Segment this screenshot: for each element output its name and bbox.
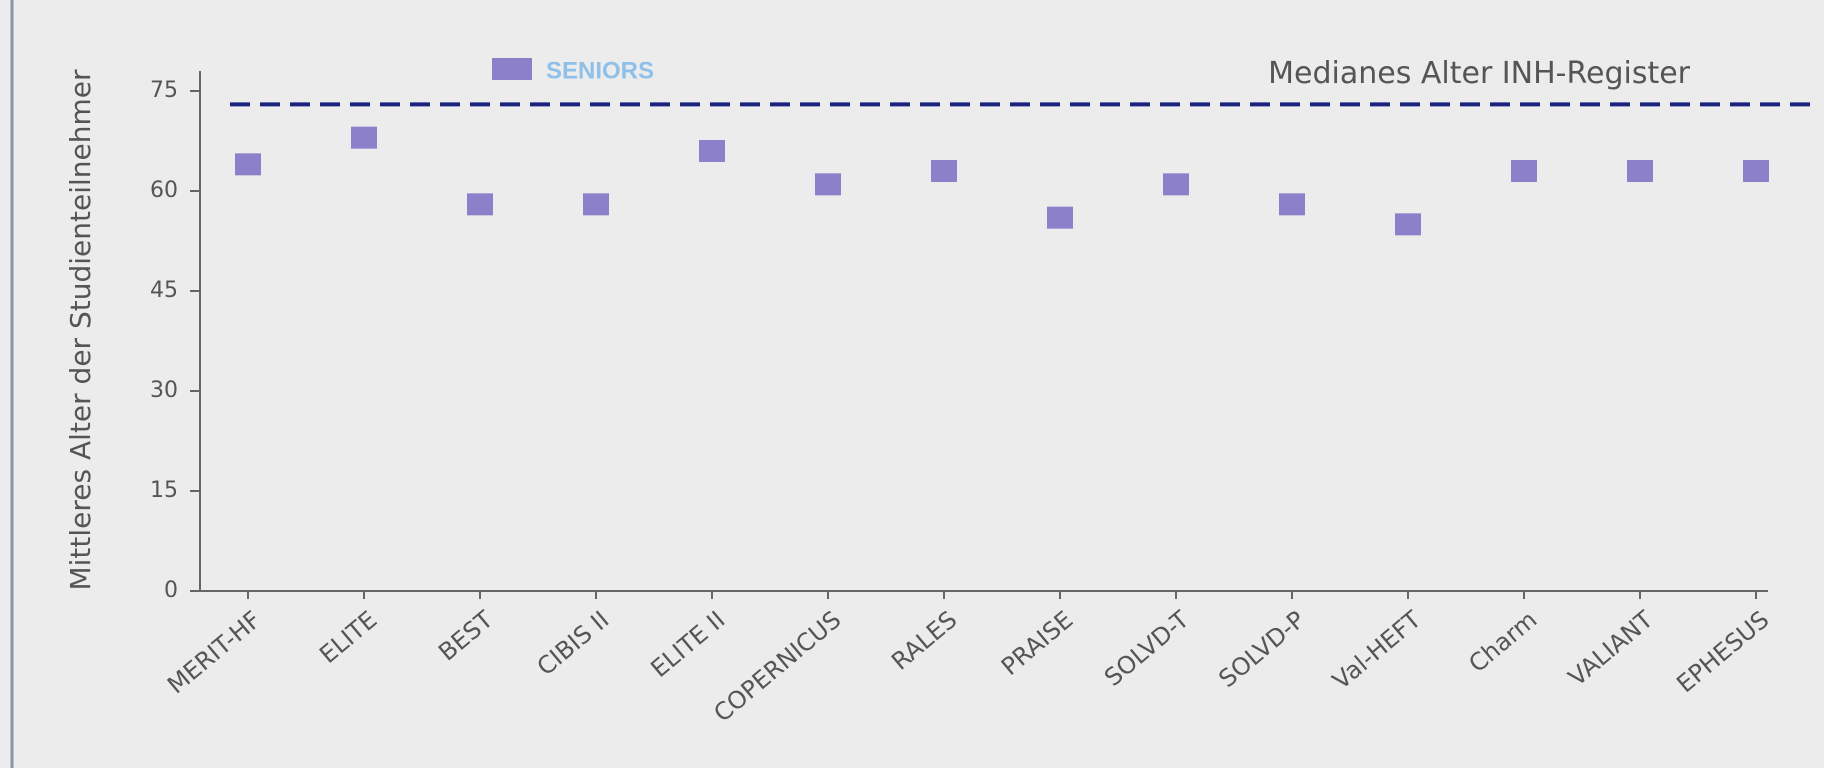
point [1395,213,1421,236]
point [1163,173,1189,196]
x-tick-label: PRAISE [996,606,1078,681]
y-tick-label: 60 [150,178,178,203]
x-tick-label: CIBIS II [532,606,615,682]
x-tick-label: Val-HEFT [1327,605,1426,695]
point [235,153,261,176]
point [815,173,841,196]
x-tick-label: VALIANT [1563,605,1658,691]
y-axis-label: Mittleres Alter der Studienteilnehmer [64,69,97,590]
y-tick-label: 15 [150,478,178,503]
y-tick-label: 45 [150,278,178,303]
y-tick-label: 0 [164,578,178,603]
legend-label: SENIORS [546,57,654,84]
point [351,126,377,149]
x-tick-label: SOLVD-T [1099,605,1195,692]
point [699,140,725,162]
x-tick-label: EPHESUS [1671,606,1774,699]
legend-swatch [492,58,532,80]
y-tick-label: 75 [150,78,178,103]
x-tick-label: BEST [433,605,498,666]
point [1279,193,1305,216]
point [467,193,493,216]
point [1743,160,1769,182]
reference-label: Medianes Alter INH-Register [1268,56,1691,91]
point [583,193,609,216]
point [931,160,957,182]
point [1627,160,1653,182]
x-tick-label: SOLVD-P [1214,606,1311,694]
point [1047,206,1073,229]
x-tick-label: ELITE [314,606,382,670]
y-tick-label: 30 [150,378,178,403]
x-tick-label: Charm [1463,606,1542,679]
x-tick-label: RALES [886,606,962,676]
x-tick-label: MERIT-HF [162,606,266,700]
point [1511,160,1537,182]
x-tick-label: ELITE II [646,606,731,684]
x-tick-label: COPERNICUS [708,606,846,728]
